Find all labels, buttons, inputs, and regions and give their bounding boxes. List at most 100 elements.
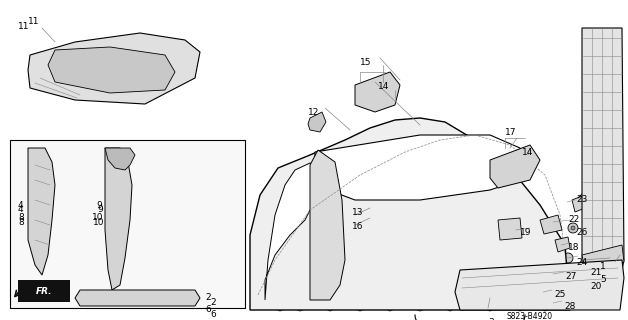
Polygon shape [550,297,562,308]
Bar [18,280,70,302]
Circle shape [114,178,119,182]
Circle shape [507,285,512,291]
Circle shape [462,286,468,293]
Text: 26: 26 [576,228,587,237]
Text: 18: 18 [568,243,580,252]
Polygon shape [265,163,318,300]
Circle shape [535,283,545,293]
Polygon shape [498,218,522,240]
Polygon shape [555,237,570,252]
Polygon shape [315,135,520,200]
Polygon shape [105,148,132,290]
Circle shape [277,305,283,311]
Polygon shape [490,145,540,188]
Bar [586,45,616,59]
Circle shape [462,275,468,282]
Polygon shape [28,33,200,104]
Text: 12: 12 [308,108,320,117]
Polygon shape [543,265,557,280]
Circle shape [475,283,485,293]
Text: 21: 21 [590,268,602,277]
Circle shape [387,305,393,311]
Circle shape [571,226,575,230]
Bar [586,195,616,209]
Text: 6: 6 [210,310,216,319]
Text: 27: 27 [565,272,577,281]
Circle shape [111,294,119,302]
Polygon shape [28,148,55,275]
Circle shape [156,294,164,302]
Text: 2: 2 [205,293,210,302]
Circle shape [565,285,570,291]
Polygon shape [572,196,585,212]
Circle shape [591,283,601,293]
Polygon shape [582,28,624,280]
Text: 19: 19 [520,228,531,237]
Polygon shape [355,72,400,112]
Polygon shape [250,118,570,310]
Circle shape [487,305,493,311]
Text: 14: 14 [378,82,389,91]
Circle shape [568,223,578,233]
Text: 10: 10 [92,213,104,222]
Text: 2: 2 [210,298,215,307]
Circle shape [112,263,122,273]
Bar [586,225,616,239]
Circle shape [327,305,333,311]
Circle shape [539,286,547,294]
Text: 6: 6 [205,306,211,315]
Text: 23: 23 [576,195,587,204]
Circle shape [542,305,548,311]
Circle shape [176,294,184,302]
Bar [10,140,245,308]
Text: 9: 9 [96,201,102,210]
Circle shape [36,166,44,174]
Circle shape [297,305,303,311]
Circle shape [538,285,543,291]
Circle shape [462,299,468,306]
Text: 5: 5 [600,275,606,284]
Text: 8: 8 [18,218,24,227]
Text: 20: 20 [590,282,602,291]
Circle shape [112,175,122,185]
Text: 13: 13 [352,208,364,217]
Text: 10: 10 [93,218,104,227]
Circle shape [91,294,99,302]
Text: 11: 11 [28,18,40,27]
Polygon shape [48,47,175,93]
Circle shape [505,283,515,293]
Text: 14: 14 [522,148,533,157]
Text: 8: 8 [18,213,24,222]
Text: 15: 15 [360,58,372,67]
Circle shape [477,285,482,291]
Polygon shape [455,260,624,310]
Text: S823-B4920: S823-B4920 [507,312,553,320]
Text: 4: 4 [18,201,24,210]
Circle shape [36,214,44,222]
Circle shape [114,237,119,243]
Circle shape [131,294,139,302]
Circle shape [563,253,573,263]
Text: 17: 17 [505,128,516,137]
Text: 11: 11 [18,22,30,31]
Circle shape [593,285,598,291]
Circle shape [377,90,387,100]
Circle shape [513,165,523,175]
Circle shape [114,266,119,270]
Circle shape [112,235,122,245]
Circle shape [114,207,119,212]
Bar [586,165,616,179]
Polygon shape [310,150,345,300]
Bar [586,135,616,149]
Circle shape [36,191,44,199]
Polygon shape [540,215,562,234]
Text: FR.: FR. [36,286,52,295]
Circle shape [447,305,453,311]
Bar [586,105,616,119]
Polygon shape [105,148,135,170]
Circle shape [313,121,319,127]
Text: 3: 3 [488,318,494,320]
Circle shape [417,305,423,311]
Polygon shape [582,245,624,270]
Text: 25: 25 [554,290,565,299]
